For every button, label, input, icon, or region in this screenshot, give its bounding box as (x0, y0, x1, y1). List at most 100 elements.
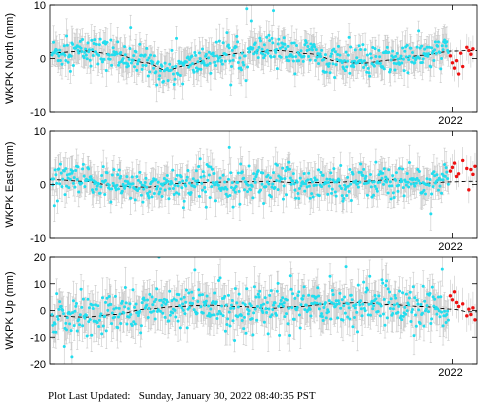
data-point (55, 181, 59, 185)
data-point (312, 43, 316, 47)
data-point (422, 188, 426, 192)
data-point (190, 54, 194, 58)
data-point (333, 76, 337, 80)
data-point (329, 54, 333, 58)
data-point (165, 66, 169, 70)
data-point (321, 173, 325, 177)
data-point (375, 189, 379, 193)
data-point (268, 38, 272, 42)
data-point (368, 74, 372, 78)
data-point (123, 53, 127, 57)
data-point (146, 74, 150, 78)
data-point (104, 68, 108, 72)
data-point (396, 189, 400, 193)
data-point (271, 182, 275, 186)
data-point (318, 52, 322, 56)
data-point (66, 60, 70, 64)
data-point (155, 187, 159, 191)
data-point (98, 191, 102, 195)
data-point (308, 58, 312, 62)
data-point (63, 53, 67, 57)
data-point (62, 169, 66, 173)
data-point (163, 61, 167, 65)
data-point (202, 174, 206, 178)
data-point (105, 40, 109, 44)
data-point (334, 194, 338, 198)
data-point (432, 58, 436, 62)
data-point (404, 183, 408, 187)
data-point (365, 70, 369, 74)
data-point (394, 178, 398, 182)
data-point (290, 41, 294, 45)
data-point (142, 184, 146, 188)
data-point (110, 187, 114, 191)
data-point (346, 184, 350, 188)
data-point (392, 61, 396, 65)
data-point (179, 175, 183, 179)
data-point (82, 56, 86, 60)
data-point (391, 49, 395, 53)
data-point (149, 53, 153, 57)
data-point (332, 47, 336, 51)
data-point (299, 184, 303, 188)
data-point (171, 72, 175, 76)
data-point (385, 45, 389, 49)
data-point (219, 189, 223, 193)
data-point (185, 175, 189, 179)
data-point (302, 172, 306, 176)
data-point (91, 53, 95, 57)
data-point (440, 191, 444, 195)
data-point (107, 53, 111, 57)
data-point (373, 47, 377, 51)
data-point (100, 57, 104, 61)
data-point (160, 195, 164, 199)
data-point (439, 178, 443, 182)
data-point (261, 171, 265, 175)
data-point (345, 193, 349, 197)
data-point (281, 166, 285, 170)
recent-data-point (465, 166, 469, 171)
data-point (420, 44, 424, 48)
recent-data-point (473, 164, 477, 169)
data-point (319, 170, 323, 174)
data-point (171, 186, 175, 190)
data-point (136, 189, 140, 193)
data-point (407, 185, 411, 189)
data-point (171, 168, 175, 172)
recent-data-point (469, 167, 473, 172)
data-point (52, 177, 56, 181)
data-point (415, 45, 419, 49)
data-point (286, 44, 290, 48)
data-point (347, 35, 351, 39)
data-point (246, 183, 250, 187)
data-point (297, 186, 301, 190)
data-point (336, 52, 340, 56)
data-point (283, 42, 287, 46)
data-point (438, 184, 442, 188)
data-point (359, 47, 363, 51)
data-point (246, 65, 250, 69)
data-point (414, 181, 418, 185)
data-point (413, 61, 417, 65)
data-point (189, 191, 193, 195)
data-point (193, 185, 197, 189)
data-point (252, 52, 256, 56)
data-point (85, 178, 89, 182)
recent-data-point (452, 161, 457, 165)
data-point (336, 44, 340, 48)
data-point (55, 52, 59, 56)
data-point (431, 185, 435, 189)
data-point (443, 174, 447, 178)
data-point (310, 192, 314, 196)
data-point (432, 170, 436, 174)
data-point (252, 172, 256, 176)
data-point (291, 59, 295, 63)
data-point (374, 55, 378, 59)
data-point (197, 194, 201, 198)
data-point (184, 184, 188, 188)
data-point (157, 77, 161, 81)
data-point (143, 180, 147, 184)
data-point (144, 63, 148, 67)
data-point (398, 62, 402, 66)
